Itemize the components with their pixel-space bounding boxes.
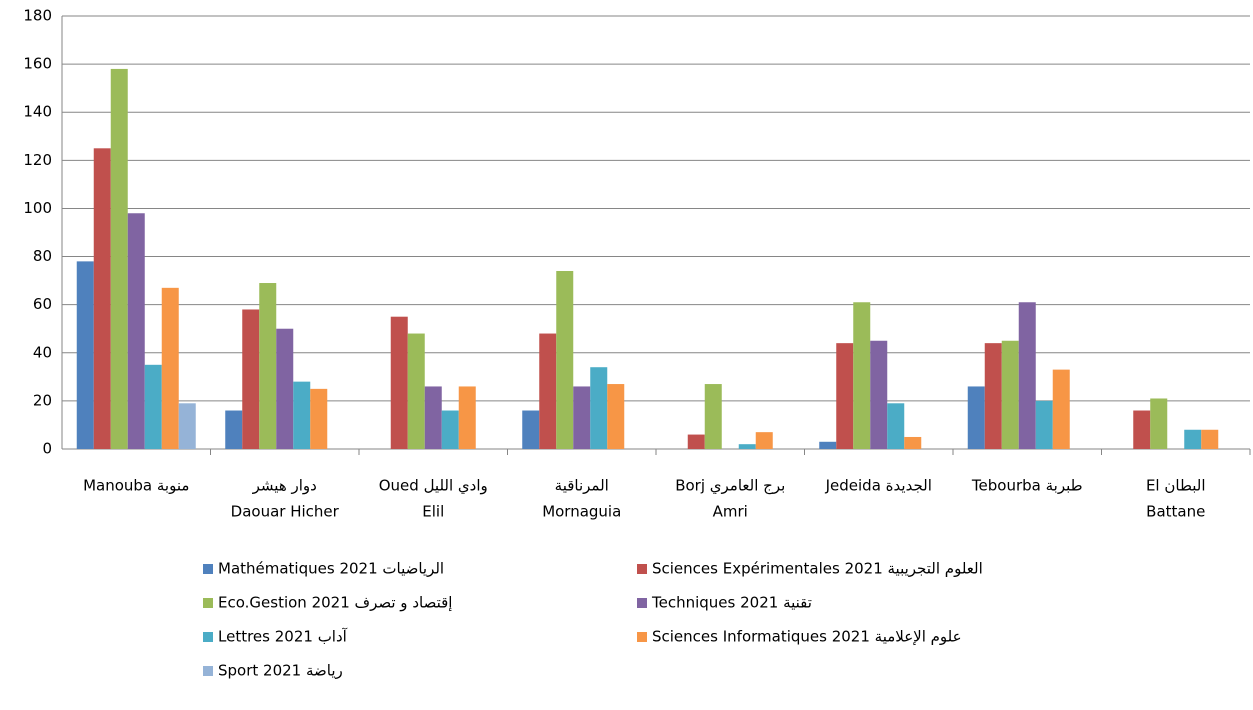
y-tick-label: 140 bbox=[23, 103, 52, 121]
x-tick-label: Jedeida الجديدة bbox=[825, 477, 932, 495]
legend-swatch bbox=[637, 632, 647, 642]
y-tick-label: 0 bbox=[42, 440, 52, 458]
y-tick-label: 20 bbox=[33, 391, 52, 409]
y-tick-label: 100 bbox=[23, 199, 52, 217]
bar bbox=[704, 384, 722, 449]
bar bbox=[738, 444, 756, 449]
bar bbox=[967, 386, 985, 449]
bar bbox=[144, 364, 162, 449]
x-tick-label: Mornaguia bbox=[542, 503, 621, 521]
bar bbox=[127, 213, 145, 449]
legend-label: Eco.Gestion 2021 إقتصاد و تصرف bbox=[218, 594, 452, 612]
bar bbox=[110, 68, 128, 449]
x-tick-label: El البطان bbox=[1146, 477, 1206, 495]
legend-label: Sciences Informatiques 2021 علوم الإعلام… bbox=[652, 628, 962, 646]
bar bbox=[1018, 302, 1036, 449]
legend-swatch bbox=[637, 598, 647, 608]
y-tick-label: 180 bbox=[23, 7, 52, 25]
legend-swatch bbox=[203, 598, 213, 608]
legend-label: Lettres 2021 آداب bbox=[218, 628, 348, 646]
bar bbox=[984, 343, 1002, 449]
x-tick-label: Tebourba طبربة bbox=[971, 477, 1083, 495]
bar bbox=[407, 333, 425, 449]
bar bbox=[1133, 410, 1151, 449]
legend-label: Sport 2021 رياضة bbox=[218, 662, 343, 680]
bar bbox=[1201, 429, 1219, 449]
bar bbox=[161, 287, 179, 449]
x-tick-label: Elil bbox=[422, 503, 444, 521]
y-tick-label: 60 bbox=[33, 295, 52, 313]
bar bbox=[424, 386, 442, 449]
bar bbox=[887, 403, 905, 449]
bar bbox=[539, 333, 557, 449]
bar bbox=[178, 403, 196, 449]
bar bbox=[93, 148, 111, 450]
bar bbox=[836, 343, 854, 449]
bar bbox=[607, 384, 625, 449]
bar bbox=[293, 381, 311, 449]
x-tick-label: Amri bbox=[713, 503, 748, 521]
legend-swatch bbox=[637, 564, 647, 574]
x-tick-label: Daouar Hicher bbox=[231, 503, 340, 521]
legend-label: Techniques 2021 تقنية bbox=[651, 594, 812, 612]
bar bbox=[522, 410, 540, 449]
x-tick-label: Battane bbox=[1146, 503, 1205, 521]
legend-label: Mathématiques 2021 الرياضيات bbox=[218, 560, 444, 578]
bar bbox=[76, 261, 94, 449]
bar bbox=[1150, 398, 1168, 449]
bar bbox=[225, 410, 243, 449]
bar bbox=[276, 328, 294, 449]
bar bbox=[390, 316, 408, 449]
legend-swatch bbox=[203, 632, 213, 642]
x-tick-label: دوار هيشر bbox=[252, 477, 317, 495]
bar bbox=[556, 270, 574, 449]
x-tick-label: Manouba منوبة bbox=[83, 477, 189, 495]
x-tick-label: Oued وادي الليل bbox=[379, 477, 488, 496]
bar bbox=[819, 441, 837, 449]
legend-swatch bbox=[203, 564, 213, 574]
bar bbox=[242, 309, 260, 449]
bar bbox=[904, 436, 922, 449]
bar bbox=[1184, 429, 1202, 449]
bar bbox=[1035, 400, 1053, 449]
y-tick-label: 120 bbox=[23, 151, 52, 169]
x-tick-label: المرناقية bbox=[555, 477, 609, 495]
y-tick-label: 160 bbox=[23, 55, 52, 73]
bar bbox=[1052, 369, 1070, 449]
bar bbox=[853, 302, 871, 449]
bar bbox=[259, 283, 277, 449]
bar bbox=[573, 386, 591, 449]
legend-label: Sciences Expérimentales 2021 العلوم التج… bbox=[652, 560, 983, 578]
y-tick-label: 40 bbox=[33, 343, 52, 361]
bar bbox=[590, 367, 608, 449]
bar bbox=[458, 386, 476, 449]
bar bbox=[441, 410, 459, 449]
bar bbox=[687, 434, 705, 449]
bar bbox=[310, 388, 328, 449]
bar bbox=[755, 432, 773, 449]
y-tick-label: 80 bbox=[33, 247, 52, 265]
legend-swatch bbox=[203, 666, 213, 676]
x-tick-label: Borj برج العامري bbox=[675, 477, 785, 496]
bar bbox=[1001, 340, 1019, 449]
bar bbox=[870, 340, 888, 449]
